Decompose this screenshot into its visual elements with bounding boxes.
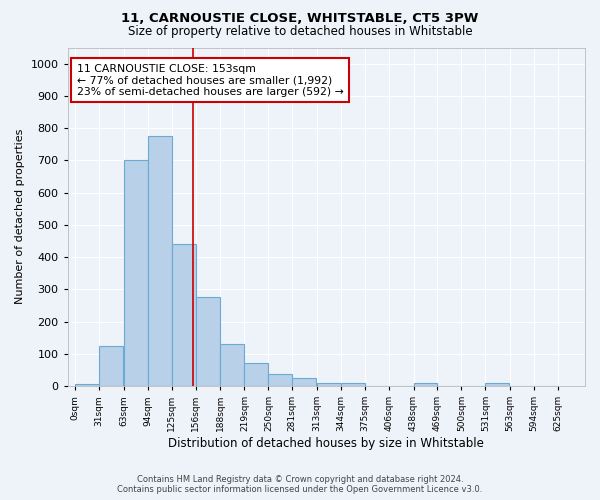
Bar [148,136,172,386]
Bar [244,364,268,386]
Bar [485,383,509,386]
X-axis label: Distribution of detached houses by size in Whitstable: Distribution of detached houses by size … [169,437,484,450]
Bar [220,344,244,386]
Bar [124,160,148,386]
Bar [413,383,437,386]
Bar [76,384,99,386]
Text: Size of property relative to detached houses in Whitstable: Size of property relative to detached ho… [128,25,472,38]
Bar [292,378,316,386]
Bar [268,374,292,386]
Y-axis label: Number of detached properties: Number of detached properties [15,129,25,304]
Bar [172,244,196,386]
Text: 11, CARNOUSTIE CLOSE, WHITSTABLE, CT5 3PW: 11, CARNOUSTIE CLOSE, WHITSTABLE, CT5 3P… [121,12,479,24]
Bar [99,346,123,386]
Bar [341,383,365,386]
Text: Contains HM Land Registry data © Crown copyright and database right 2024.
Contai: Contains HM Land Registry data © Crown c… [118,474,482,494]
Bar [317,383,341,386]
Text: 11 CARNOUSTIE CLOSE: 153sqm
← 77% of detached houses are smaller (1,992)
23% of : 11 CARNOUSTIE CLOSE: 153sqm ← 77% of det… [77,64,344,97]
Bar [196,298,220,386]
